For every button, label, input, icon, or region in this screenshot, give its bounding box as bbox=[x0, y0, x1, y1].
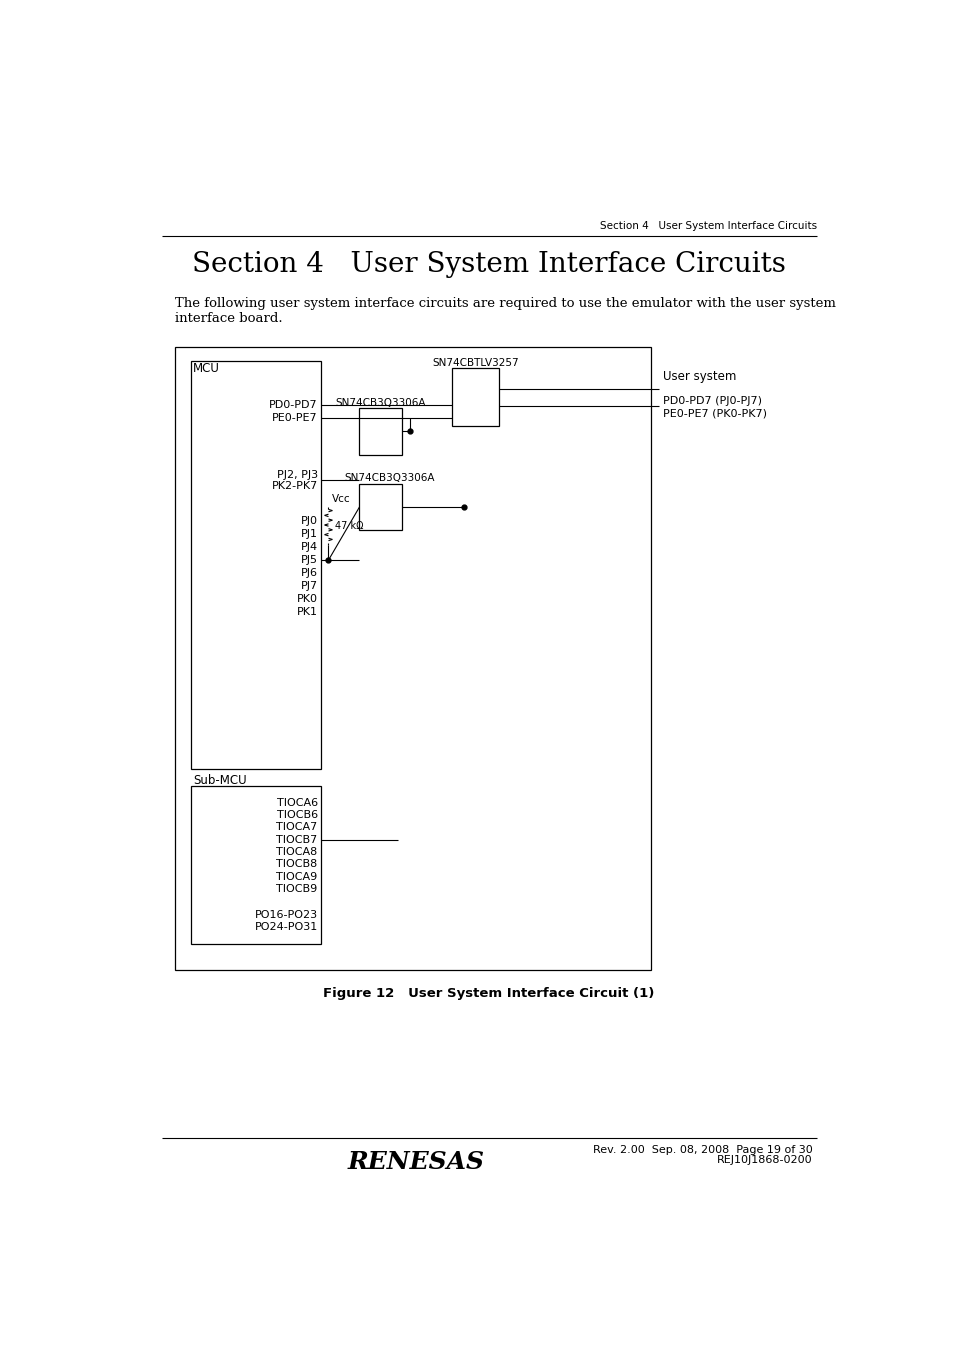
Text: REJ10J1868-0200: REJ10J1868-0200 bbox=[717, 1156, 812, 1165]
Bar bbox=[359, 483, 402, 531]
Text: PJ7: PJ7 bbox=[300, 582, 317, 591]
Bar bbox=[191, 360, 320, 768]
Text: TIOCB7: TIOCB7 bbox=[276, 834, 317, 845]
Text: SN74CB3Q3306A: SN74CB3Q3306A bbox=[344, 472, 435, 483]
Text: SN74CB3Q3306A: SN74CB3Q3306A bbox=[335, 398, 426, 408]
Text: PJ4: PJ4 bbox=[300, 541, 317, 552]
Bar bbox=[191, 786, 320, 944]
Text: PO16-PO23: PO16-PO23 bbox=[254, 910, 317, 921]
Text: PJ2, PJ3: PJ2, PJ3 bbox=[276, 470, 317, 479]
Text: RENESAS: RENESAS bbox=[347, 1150, 484, 1174]
Text: Section 4   User System Interface Circuits: Section 4 User System Interface Circuits bbox=[192, 251, 785, 278]
Text: interface board.: interface board. bbox=[174, 312, 282, 325]
Text: TIOCA9: TIOCA9 bbox=[276, 872, 317, 882]
Text: TIOCA7: TIOCA7 bbox=[276, 822, 317, 833]
Text: Figure 12   User System Interface Circuit (1): Figure 12 User System Interface Circuit … bbox=[323, 987, 654, 1000]
Text: Section 4   User System Interface Circuits: Section 4 User System Interface Circuits bbox=[599, 221, 816, 231]
Text: PJ0: PJ0 bbox=[300, 516, 317, 525]
Text: TIOCB6: TIOCB6 bbox=[276, 810, 317, 819]
Text: PD0-PD7 (PJ0-PJ7): PD0-PD7 (PJ0-PJ7) bbox=[661, 396, 760, 406]
Text: User system: User system bbox=[661, 370, 735, 383]
Text: PE0-PE7 (PK0-PK7): PE0-PE7 (PK0-PK7) bbox=[661, 409, 765, 418]
Text: TIOCB9: TIOCB9 bbox=[276, 884, 317, 894]
Text: PE0-PE7: PE0-PE7 bbox=[272, 413, 317, 423]
Text: MCU: MCU bbox=[193, 362, 219, 375]
Text: PO24-PO31: PO24-PO31 bbox=[254, 922, 317, 933]
Text: Vcc: Vcc bbox=[332, 494, 350, 504]
Text: TIOCA8: TIOCA8 bbox=[276, 846, 317, 857]
Bar bbox=[359, 409, 402, 455]
Text: PK1: PK1 bbox=[296, 608, 317, 617]
Text: SN74CBTLV3257: SN74CBTLV3257 bbox=[432, 358, 518, 367]
Text: PJ6: PJ6 bbox=[300, 568, 317, 578]
Text: The following user system interface circuits are required to use the emulator wi: The following user system interface circ… bbox=[174, 297, 835, 309]
Bar bbox=[452, 369, 498, 427]
Bar bbox=[174, 347, 650, 971]
Text: PK0: PK0 bbox=[296, 594, 317, 605]
Text: 47 kΩ: 47 kΩ bbox=[335, 521, 363, 531]
Text: PJ5: PJ5 bbox=[300, 555, 317, 566]
Text: TIOCB8: TIOCB8 bbox=[276, 859, 317, 869]
Text: PK2-PK7: PK2-PK7 bbox=[271, 481, 317, 491]
Text: PJ1: PJ1 bbox=[300, 529, 317, 539]
Text: PD0-PD7: PD0-PD7 bbox=[269, 401, 317, 410]
Text: Rev. 2.00  Sep. 08, 2008  Page 19 of 30: Rev. 2.00 Sep. 08, 2008 Page 19 of 30 bbox=[593, 1145, 812, 1154]
Text: TIOCA6: TIOCA6 bbox=[276, 798, 317, 807]
Text: Sub-MCU: Sub-MCU bbox=[193, 774, 246, 787]
